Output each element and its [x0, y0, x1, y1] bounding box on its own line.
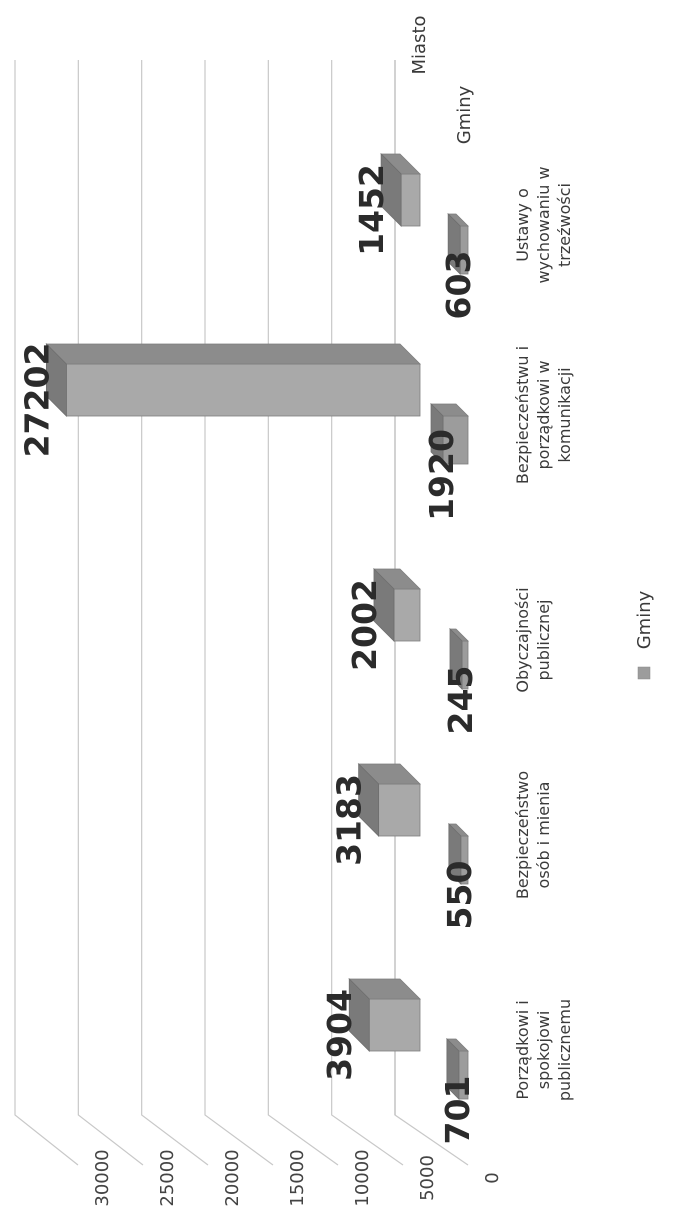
category-label: Obyczajności publicznej — [513, 587, 553, 692]
y-axis-ticks: 0 5000 10000 15000 20000 25000 30000 — [92, 1149, 503, 1206]
y-tick-label: 15000 — [287, 1149, 308, 1206]
bar-front — [368, 998, 421, 1052]
bar-end — [348, 978, 370, 1052]
y-tick-label: 5000 — [417, 1155, 438, 1201]
legend-swatch — [637, 666, 651, 680]
bar-end — [430, 403, 444, 465]
data-label: 1920 — [422, 429, 461, 521]
bar-side — [45, 343, 421, 365]
category-label-line: spokojowi — [534, 1011, 553, 1090]
data-label: 3183 — [330, 774, 369, 866]
y-tick-label: 0 — [482, 1172, 503, 1183]
category-label: Porządkowi i spokojowi publicznemu — [513, 999, 574, 1101]
category-label-line: Bezpieczeństwo — [513, 771, 532, 899]
y-tick-label: 10000 — [352, 1149, 373, 1206]
bar — [445, 1038, 469, 1100]
bar-end — [447, 213, 461, 275]
category-label-line: wychowaniu w — [534, 166, 553, 283]
gridline — [14, 60, 79, 1166]
y-tick-label: 30000 — [92, 1149, 113, 1206]
bar — [447, 823, 469, 885]
gridline — [77, 60, 144, 1166]
bar — [348, 978, 421, 1052]
bar-front — [378, 783, 421, 837]
series-labels: Gminy Miasto — [409, 15, 475, 144]
bars — [45, 153, 469, 1100]
bar-front — [65, 363, 421, 417]
series-label: Miasto — [409, 15, 430, 74]
category-label-line: porządkowi w — [534, 360, 553, 469]
category-label-line: publicznemu — [555, 999, 574, 1101]
bar — [45, 343, 421, 417]
data-label: 603 — [439, 251, 478, 320]
data-label: 27202 — [17, 343, 56, 458]
category-label: Bezpieczeństwu i porządkowi w komunikacji — [513, 346, 574, 484]
bar-end — [358, 763, 380, 837]
bar — [380, 153, 421, 227]
gridline — [204, 60, 274, 1166]
category-label-line: osób i mienia — [534, 782, 553, 889]
bar-end — [448, 823, 462, 885]
bar-end — [446, 1038, 460, 1100]
category-label-line: Ustawy o — [513, 188, 532, 262]
gridline — [141, 60, 209, 1166]
bar-end — [449, 628, 463, 690]
bar — [449, 628, 469, 690]
data-label: 2002 — [345, 579, 384, 671]
series-label: Gminy — [454, 85, 475, 144]
category-label-line: Obyczajności — [513, 587, 532, 692]
bar — [373, 568, 421, 642]
bar — [447, 213, 469, 275]
y-tick-label: 20000 — [222, 1149, 243, 1206]
category-label-line: Porządkowi i — [513, 1000, 532, 1099]
data-label: 701 — [438, 1076, 477, 1145]
category-label: Ustawy o wychowaniu w trzeźwości — [513, 166, 574, 283]
bar-front — [393, 588, 421, 642]
bar-front — [400, 173, 421, 227]
bar-end — [373, 568, 395, 642]
bar — [357, 763, 421, 837]
data-label: 245 — [441, 666, 480, 735]
bar — [430, 403, 469, 465]
data-label: 3904 — [320, 989, 359, 1081]
legend-label: Gminy — [634, 590, 655, 649]
legend: Gminy — [634, 590, 655, 680]
category-label: Bezpieczeństwo osób i mienia — [513, 771, 553, 899]
category-label-line: trzeźwości — [555, 183, 574, 267]
y-tick-label: 25000 — [157, 1149, 178, 1206]
category-label-line: Bezpieczeństwu i — [513, 346, 532, 484]
category-label-line: komunikacji — [555, 367, 574, 462]
category-label-line: publicznej — [534, 600, 553, 681]
bar-end — [45, 343, 67, 417]
data-label: 1452 — [352, 164, 391, 256]
bar-end — [380, 153, 402, 227]
data-label: 550 — [440, 861, 479, 930]
data-labels: 701 550 245 1920 603 3904 3183 2002 27202 1452 — [17, 164, 480, 1144]
category-labels: Porządkowi i spokojowi publicznemu Bezpiecz… — [513, 166, 574, 1101]
gridlines — [14, 60, 469, 1166]
